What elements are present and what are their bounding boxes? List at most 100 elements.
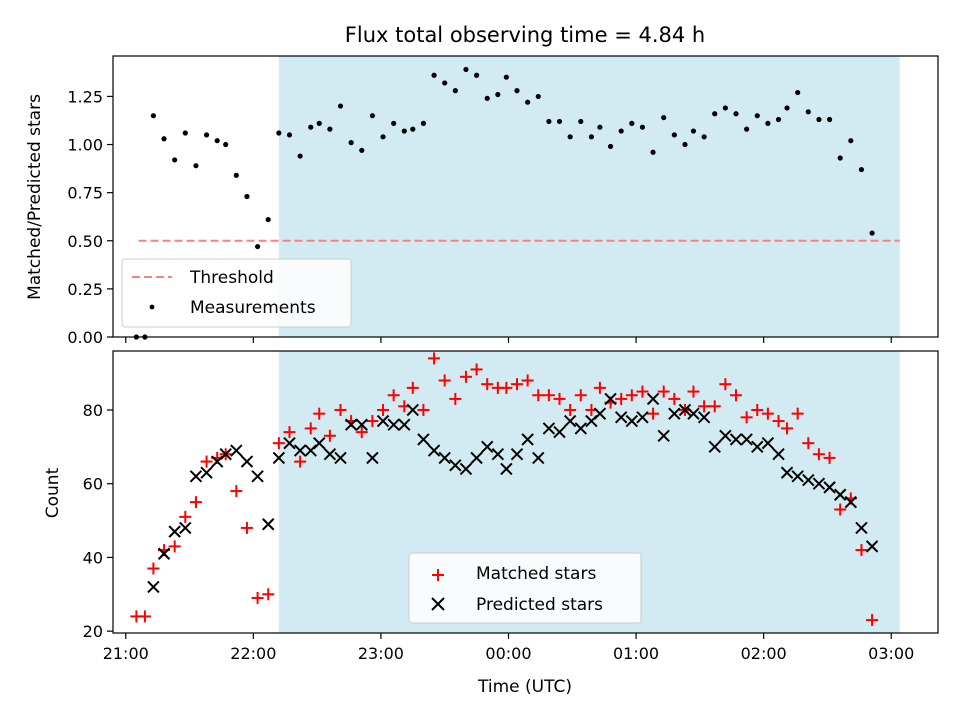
- predicted-star-point: [262, 518, 275, 531]
- matched-star-point: [532, 389, 545, 402]
- legend-matched-label: Matched stars: [476, 564, 596, 584]
- measurement-point: [597, 124, 603, 130]
- predicted-star-point: [157, 547, 171, 560]
- measurement-point: [337, 103, 344, 109]
- legend-predicted-label: Predicted stars: [476, 595, 603, 615]
- predicted-star-point: [802, 473, 815, 487]
- count-panel: 20 40 60 80 21:00 22:00 23:00 00:00 01:00 02:00 0…: [43, 350, 939, 697]
- predicted-star-point: [772, 448, 785, 461]
- predicted-star-point: [604, 392, 617, 406]
- predicted-star-point: [708, 440, 721, 454]
- measurement-point: [308, 124, 314, 130]
- x-tick-label: 02:00: [741, 644, 787, 663]
- matched-star-point: [251, 591, 264, 604]
- predicted-star-point: [646, 392, 660, 406]
- predicted-star-point: [657, 429, 670, 442]
- predicted-star-point: [636, 411, 649, 424]
- measurement-point: [297, 153, 303, 159]
- predicted-star-point: [574, 422, 587, 435]
- matched-star-point: [740, 411, 753, 424]
- measurement-point: [682, 141, 688, 148]
- ratio-x-ticks: [125, 337, 892, 343]
- predicted-star-point: [614, 411, 628, 424]
- predicted-star-point: [719, 429, 732, 442]
- predicted-star-point: [780, 466, 794, 479]
- measurement-point: [410, 126, 416, 132]
- matched-star-point: [406, 381, 419, 394]
- measurement-point: [744, 126, 750, 132]
- matched-star-point: [812, 448, 825, 461]
- matched-star-point: [791, 407, 804, 420]
- matched-star-point: [553, 392, 566, 405]
- predicted-star-point: [313, 436, 326, 450]
- matched-star-point: [510, 378, 523, 391]
- matched-star-point: [377, 403, 390, 416]
- matched-star-point: [855, 544, 868, 557]
- matched-star-point: [698, 400, 711, 413]
- matched-star-point: [262, 588, 275, 601]
- measurement-point: [546, 118, 552, 125]
- measurement-point: [203, 132, 210, 138]
- predicted-star-point: [751, 440, 764, 454]
- count-y-axis-label: Count: [43, 467, 63, 518]
- predicted-star-point: [833, 488, 847, 501]
- predicted-star-point: [470, 451, 483, 465]
- matched-star-point: [200, 455, 213, 468]
- predicted-star-point: [168, 525, 181, 538]
- measurement-point: [484, 95, 490, 101]
- matched-star-point: [772, 415, 785, 428]
- predicted-star-point: [200, 466, 213, 479]
- measurement-point: [391, 120, 397, 126]
- matched-star-point: [240, 521, 253, 534]
- measurement-point: [286, 132, 293, 138]
- matched-star-point: [657, 385, 670, 398]
- predicted-star-point: [823, 481, 836, 494]
- matched-star-point: [574, 389, 587, 402]
- matched-star-point: [168, 540, 181, 553]
- matched-star-point: [438, 374, 451, 387]
- matched-star-point: [823, 451, 836, 464]
- matched-star-point: [428, 352, 441, 365]
- matched-star-point: [387, 389, 400, 402]
- predicted-star-point: [219, 448, 232, 461]
- measurement-point: [172, 157, 178, 163]
- measurement-point: [858, 166, 865, 173]
- matched-star-point: [481, 378, 494, 391]
- predicted-star-point: [427, 444, 441, 457]
- matched-star-point: [719, 378, 732, 391]
- measurement-point: [784, 105, 790, 111]
- measurement-point: [452, 88, 458, 94]
- measurement-point: [161, 136, 167, 142]
- predicted-star-point: [553, 425, 566, 439]
- measurement-point: [193, 163, 199, 169]
- predicted-star-point: [240, 455, 254, 468]
- matched-star-point: [636, 385, 649, 398]
- measurement-point: [369, 113, 376, 119]
- measurement-point: [442, 80, 448, 86]
- measurement-point: [463, 66, 469, 73]
- matched-star-point: [355, 426, 368, 439]
- predicted-star-point: [438, 451, 451, 465]
- measurement-point: [473, 72, 480, 78]
- matched-star-point: [313, 407, 326, 420]
- measurement-point: [359, 147, 365, 153]
- measurement-point: [826, 116, 833, 123]
- observing-window-shade: [278, 56, 900, 337]
- predicted-star-point: [532, 451, 545, 465]
- predicted-star-point: [147, 580, 160, 594]
- predicted-star-point: [387, 418, 400, 431]
- legend-matched-swatch: [432, 569, 444, 581]
- measurement-point: [380, 134, 386, 140]
- y-tick-label: 80: [83, 401, 103, 420]
- predicted-star-point: [593, 407, 607, 420]
- measurement-point: [567, 134, 573, 140]
- ratio-y-axis-label: Matched/Predicted stars: [25, 94, 45, 300]
- predicted-star-point: [542, 422, 556, 435]
- legend-measurements-label: Measurements: [190, 298, 316, 318]
- y-tick-label: 40: [83, 548, 103, 567]
- matched-star-point: [761, 407, 774, 420]
- matched-star-point: [647, 407, 660, 420]
- legend-predicted-swatch: [431, 597, 445, 611]
- predicted-star-point: [791, 470, 804, 483]
- predicted-star-point: [697, 411, 711, 424]
